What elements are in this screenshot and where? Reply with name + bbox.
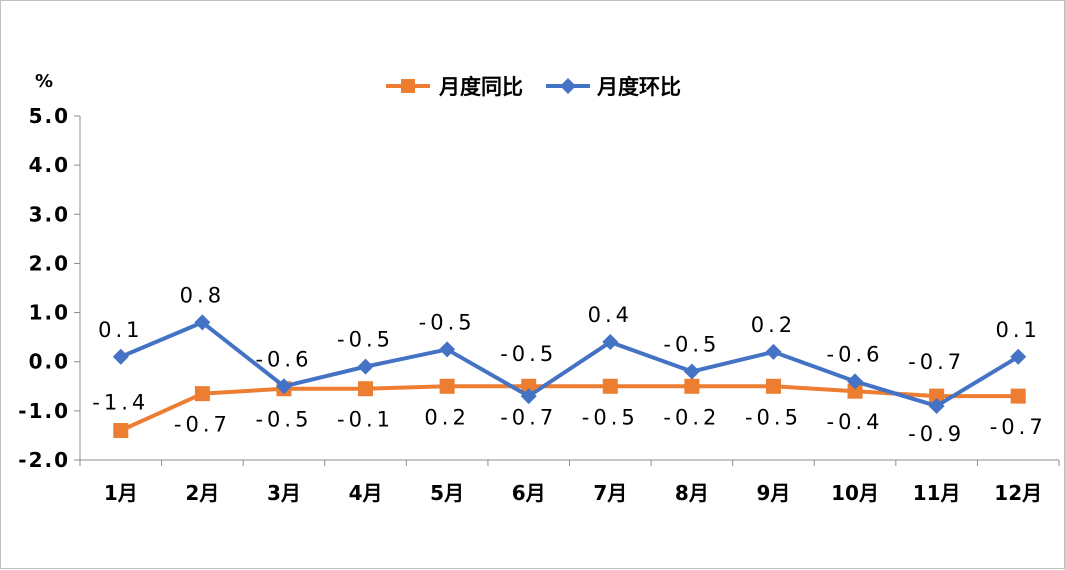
y-axis-unit: % [35,71,53,92]
series-line [120,320,1020,408]
data-label-mom: -0.6 [255,347,312,371]
data-label-yoy: -1.4 [92,391,149,415]
data-label-mom: -0.6 [827,342,884,366]
series-2 [112,314,1027,414]
data-label-yoy: -0.5 [745,405,802,429]
axes: 5.0 4.0 3.0 2.0 1.0 0.0 -1.0 -2.0 1月 2月 3月 4月 5月 6月 7月… [18,104,1060,505]
legend-marker [401,79,415,93]
data-label-yoy: -0.7 [174,413,231,437]
data-point-diamond [520,388,537,405]
x-tick-label: 1月 [104,481,138,505]
x-tick-label: 10月 [831,481,879,505]
data-point-diamond [683,363,700,380]
x-tick-label: 8月 [675,481,709,505]
data-point-diamond [275,378,292,395]
x-tick-label: 6月 [512,481,546,505]
x-tick-label: 9月 [756,481,790,505]
data-label-mom: -0.5 [663,333,720,357]
legend-label: 月度环比 [596,75,681,99]
data-label-yoy: 0.2 [424,405,469,429]
y-tick-label: 4.0 [29,153,70,177]
x-tick-label: 3月 [267,481,301,505]
y-tick-label: 0.0 [29,350,70,374]
legend-marker [560,78,576,94]
y-tick-label: 1.0 [29,301,70,325]
data-point-diamond [357,358,374,375]
data-point-square [521,378,537,394]
data-label-mom: -0.5 [419,310,476,334]
y-tick-label: 5.0 [29,104,70,128]
data-point-square [1010,388,1026,404]
series-1 [113,378,1026,439]
x-tick-label: 2月 [185,481,219,505]
data-point-diamond [602,334,619,351]
data-point-square [113,423,129,439]
y-tick-label: 3.0 [29,202,70,226]
data-point-diamond [194,314,211,331]
data-label-yoy: -0.9 [908,422,965,446]
data-point-diamond [847,373,864,390]
data-point-square [602,378,618,394]
data-point-square [929,388,945,404]
series-line [119,384,1019,433]
legend: 月度同比 月度环比 [386,75,681,99]
data-point-diamond [1010,348,1027,365]
y-tick-label: -1.0 [18,399,70,423]
data-label-mom: 0.1 [98,318,143,342]
data-label-mom: 0.2 [751,313,796,337]
data-point-square [684,378,700,394]
data-point-square [194,386,210,402]
data-point-diamond [112,348,129,365]
y-tick-label: -2.0 [18,448,70,472]
data-point-square [847,383,863,399]
data-point-diamond [765,343,782,360]
data-label-mom: 0.4 [588,303,633,327]
y-tick-label: 2.0 [29,251,70,275]
data-label-yoy: -0.5 [582,405,639,429]
series-layer [112,314,1027,439]
x-tick-label: 11月 [913,481,961,505]
data-label-mom: 0.1 [996,318,1041,342]
data-label-mom: -0.7 [908,350,965,374]
data-label-mom: -0.5 [500,342,557,366]
data-point-diamond [439,341,456,358]
data-label-yoy: -0.7 [500,405,557,429]
legend-label: 月度同比 [438,75,523,99]
data-label-yoy: -0.4 [827,410,884,434]
data-point-square [765,378,781,394]
data-point-diamond [928,397,945,414]
data-label-yoy: -0.5 [255,408,312,432]
x-tick-label: 7月 [593,481,627,505]
data-point-square [358,381,374,397]
data-label-yoy: -0.2 [663,405,720,429]
x-tick-label: 5月 [430,481,464,505]
data-label-yoy: -0.1 [337,408,394,432]
data-label-yoy: -0.7 [990,415,1047,439]
data-point-square [439,378,455,394]
data-label-mom: 0.8 [180,283,225,307]
data-labels: -1.4-0.7 -0.5 -0.1 0.2 -0.7 -0.5 -0.2 -0.5 -0.4-… [92,283,1047,446]
data-label-mom: -0.5 [337,328,394,352]
x-tick-label: 12月 [994,481,1042,505]
x-tick-label: 4月 [349,481,383,505]
